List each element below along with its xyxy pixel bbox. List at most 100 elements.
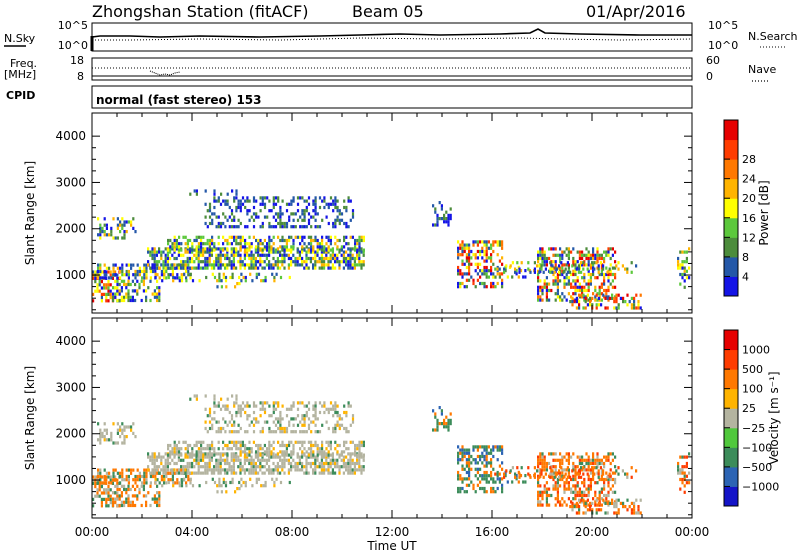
range-gate-cell xyxy=(116,428,119,432)
range-gate-cell xyxy=(127,263,130,267)
range-gate-cell xyxy=(246,263,249,267)
range-gate-cell xyxy=(575,472,578,476)
range-gate-cell xyxy=(134,494,137,498)
y-tick-label: 2000 xyxy=(55,427,86,441)
range-gate-cell xyxy=(316,260,319,264)
range-gate-cell xyxy=(257,443,260,448)
range-gate-cell xyxy=(116,276,119,280)
range-gate-cell xyxy=(154,275,157,280)
range-gate-cell xyxy=(600,269,603,273)
nave-dip xyxy=(149,70,181,76)
range-gate-cell xyxy=(540,267,543,271)
range-gate-cell xyxy=(490,461,493,465)
range-gate-cell xyxy=(520,466,523,470)
range-gate-cell xyxy=(142,494,145,498)
range-gate-cell xyxy=(681,260,684,264)
range-gate-cell xyxy=(164,465,167,469)
range-gate-cell xyxy=(490,256,493,260)
range-gate-cell xyxy=(217,440,220,444)
range-gate-cell xyxy=(114,292,117,296)
range-gate-cell xyxy=(123,236,126,240)
range-gate-cell xyxy=(607,298,610,302)
range-gate-cell xyxy=(244,410,247,415)
range-gate-cell xyxy=(208,202,212,206)
range-gate-cell xyxy=(362,235,365,239)
range-gate-cell xyxy=(543,461,546,466)
range-gate-cell xyxy=(490,477,493,481)
range-gate-cell xyxy=(206,256,209,261)
range-gate-cell xyxy=(119,474,122,479)
range-gate-cell xyxy=(587,490,590,494)
nsky-label: N.Sky xyxy=(4,32,36,45)
range-gate-cell xyxy=(123,500,126,504)
range-gate-cell xyxy=(292,225,295,229)
range-gate-cell xyxy=(537,477,540,482)
range-gate-cell xyxy=(182,440,185,444)
range-gate-cell xyxy=(598,477,601,482)
range-gate-cell xyxy=(186,465,189,469)
range-gate-cell xyxy=(603,250,606,254)
range-gate-cell xyxy=(536,469,539,473)
range-gate-cell xyxy=(162,468,165,472)
range-gate-cell xyxy=(231,480,234,485)
range-gate-cell xyxy=(617,267,620,271)
range-gate-cell xyxy=(292,465,295,469)
range-gate-cell xyxy=(235,401,238,405)
range-gate-cell xyxy=(581,461,584,466)
range-gate-cell xyxy=(356,242,359,246)
range-gate-cell xyxy=(592,269,595,273)
range-gate-cell xyxy=(630,475,633,479)
range-gate-cell xyxy=(587,484,590,488)
range-gate-cell xyxy=(99,276,102,280)
range-gate-cell xyxy=(501,272,504,276)
range-gate-cell xyxy=(114,441,117,445)
range-gate-cell xyxy=(132,478,135,482)
range-gate-cell xyxy=(305,414,308,418)
range-gate-cell xyxy=(539,247,542,251)
range-gate-cell xyxy=(250,455,253,459)
range-gate-cell xyxy=(603,487,606,491)
range-gate-cell xyxy=(336,465,339,469)
range-gate-cell xyxy=(338,263,341,267)
range-gate-cell xyxy=(152,269,155,274)
range-gate-cell xyxy=(186,247,189,251)
range-gate-cell xyxy=(574,465,577,469)
range-gate-cell xyxy=(266,215,269,219)
range-gate-cell xyxy=(165,474,168,479)
range-gate-cell xyxy=(244,279,247,283)
range-gate-cell xyxy=(679,263,682,267)
range-gate-cell xyxy=(272,235,275,239)
range-gate-cell xyxy=(277,199,280,203)
range-gate-cell xyxy=(566,466,569,470)
range-gate-cell xyxy=(199,253,202,257)
range-gate-cell xyxy=(592,247,595,251)
range-gate-cell xyxy=(614,266,617,270)
range-gate-cell xyxy=(325,420,328,424)
range-gate-cell xyxy=(351,468,354,472)
range-gate-cell xyxy=(197,253,200,257)
range-gate-cell xyxy=(279,275,283,280)
range-gate-cell xyxy=(342,256,345,261)
range-gate-cell xyxy=(136,474,139,479)
range-gate-cell xyxy=(147,491,150,495)
range-gate-cell xyxy=(358,263,361,267)
range-gate-cell xyxy=(287,266,290,270)
range-gate-cell xyxy=(600,508,603,512)
range-gate-cell xyxy=(537,269,540,273)
range-gate-cell xyxy=(158,295,161,299)
range-gate-cell xyxy=(197,242,200,246)
range-gate-cell xyxy=(270,266,273,270)
range-gate-cell xyxy=(276,250,279,254)
range-gate-cell xyxy=(171,273,174,277)
range-gate-cell xyxy=(316,248,319,252)
range-gate-cell xyxy=(185,474,188,479)
range-gate-cell xyxy=(637,300,640,304)
range-gate-cell xyxy=(614,477,617,482)
range-gate-cell xyxy=(681,468,684,472)
range-gate-cell xyxy=(436,428,439,432)
range-gate-cell xyxy=(99,481,102,485)
range-gate-cell xyxy=(120,484,123,488)
range-gate-cell xyxy=(222,480,225,485)
range-gate-cell xyxy=(272,461,275,466)
range-gate-cell xyxy=(272,447,275,451)
